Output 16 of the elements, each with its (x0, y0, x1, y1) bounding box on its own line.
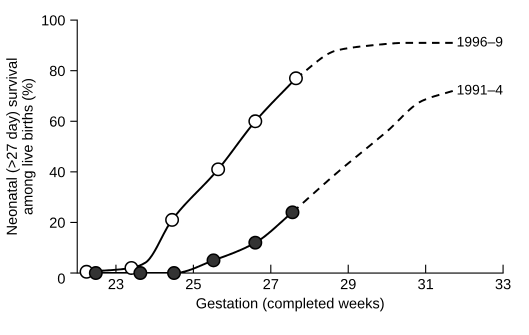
y-tick-label: 0 (58, 273, 65, 284)
x-axis-title: Gestation (completed weeks) (196, 298, 384, 312)
x-tick-label: 23 (108, 278, 124, 290)
x-tick-label: 33 (496, 278, 511, 290)
x-tick-label: 25 (186, 278, 201, 290)
x-tick-label: 31 (418, 278, 434, 290)
y-axis-title: Neonatal (>27 day) survival among live births (%) (6, 58, 36, 234)
y-tick-label: 80 (50, 66, 65, 76)
x-tick-label: 27 (263, 278, 278, 290)
y-tick-label: 100 (42, 15, 65, 26)
series-label: 1991–4 (458, 84, 503, 95)
y-tick-label: 40 (50, 166, 65, 178)
y-tick-label: 20 (50, 218, 65, 228)
y-tick-label: 60 (50, 116, 65, 127)
series-label: 1996–9 (458, 36, 502, 47)
x-tick-label: 29 (340, 278, 356, 290)
